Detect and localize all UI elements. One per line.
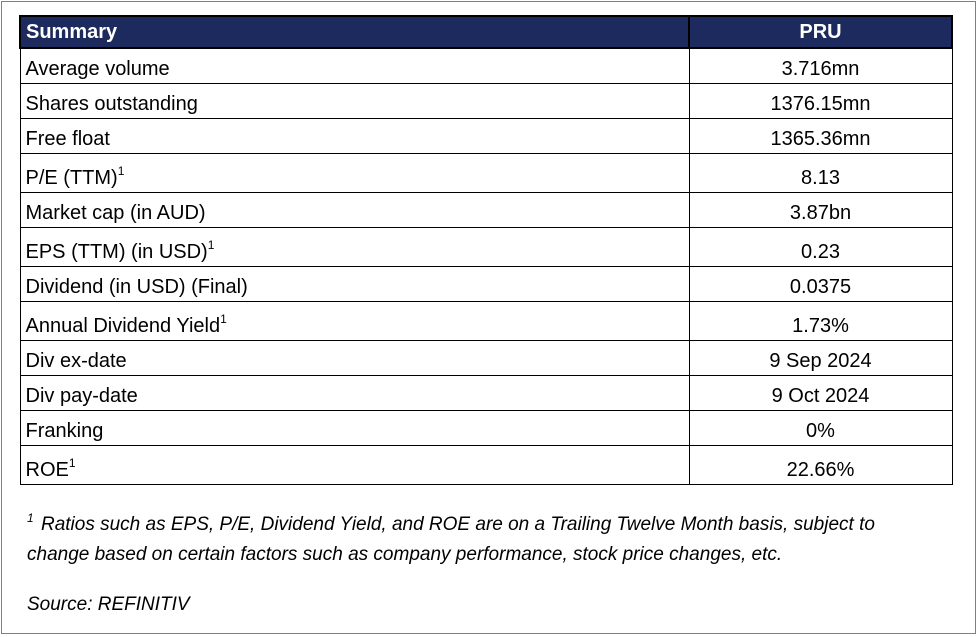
table-row: ROE1 22.66% xyxy=(19,445,953,485)
row-label-text: Div pay-date xyxy=(25,385,138,407)
row-label-text: P/E (TTM) xyxy=(25,167,118,189)
footnote-marker: 1 xyxy=(207,238,215,252)
row-label: EPS (TTM) (in USD)1 xyxy=(19,227,690,267)
row-label-text: Franking xyxy=(25,420,104,442)
footnote-marker: 1 xyxy=(117,164,125,178)
row-label: Annual Dividend Yield1 xyxy=(19,301,690,341)
row-value: 1365.36mn xyxy=(688,118,953,154)
footnote-text-1: Ratios such as EPS, P/E, Dividend Yield,… xyxy=(40,514,875,535)
table-row: Free float 1365.36mn xyxy=(19,118,953,154)
table-header-row: Summary PRU xyxy=(19,15,953,49)
row-value: 22.66% xyxy=(688,445,953,485)
footnote-marker: 1 xyxy=(68,456,76,470)
row-value: 9 Oct 2024 xyxy=(688,375,953,411)
row-label-text: Market cap (in AUD) xyxy=(25,202,206,224)
row-value: 9 Sep 2024 xyxy=(688,340,953,376)
row-label: Dividend (in USD) (Final) xyxy=(19,266,690,302)
row-label-text: Annual Dividend Yield xyxy=(25,315,221,337)
table-row: Average volume 3.716mn xyxy=(19,47,953,84)
row-value: 3.87bn xyxy=(688,192,953,228)
row-label: P/E (TTM)1 xyxy=(19,153,690,193)
row-value: 1376.15mn xyxy=(688,83,953,119)
row-value: 1.73% xyxy=(688,301,953,341)
row-label-text: Free float xyxy=(25,128,110,150)
table-row: Annual Dividend Yield1 1.73% xyxy=(19,301,953,341)
header-ticker: PRU xyxy=(688,15,953,49)
row-value: 3.716mn xyxy=(688,47,953,84)
row-value: 0.0375 xyxy=(688,266,953,302)
row-label-text: EPS (TTM) (in USD) xyxy=(25,241,208,263)
footnote-line-1: 1 Ratios such as EPS, P/E, Dividend Yiel… xyxy=(27,510,957,540)
table-row: Div ex-date 9 Sep 2024 xyxy=(19,340,953,376)
row-label-text: Average volume xyxy=(25,58,170,80)
summary-table: Summary PRU Average volume 3.716mn Share… xyxy=(19,15,953,485)
table-row: Market cap (in AUD) 3.87bn xyxy=(19,192,953,228)
row-label-text: ROE xyxy=(25,459,69,481)
row-label: Average volume xyxy=(19,47,690,84)
row-label-text: Dividend (in USD) (Final) xyxy=(25,276,248,298)
row-value: 0% xyxy=(688,410,953,446)
footnote-line-2: change based on certain factors such as … xyxy=(27,544,783,565)
table-row: Div pay-date 9 Oct 2024 xyxy=(19,375,953,411)
row-label: Div ex-date xyxy=(19,340,690,376)
row-value: 8.13 xyxy=(688,153,953,193)
row-label: Free float xyxy=(19,118,690,154)
row-label-text: Div ex-date xyxy=(25,350,127,372)
table-row: Franking 0% xyxy=(19,410,953,446)
table-row: Dividend (in USD) (Final) 0.0375 xyxy=(19,266,953,302)
row-label: Market cap (in AUD) xyxy=(19,192,690,228)
table-row: P/E (TTM)1 8.13 xyxy=(19,153,953,193)
source-note: Source: REFINITIV xyxy=(27,594,190,615)
header-label: Summary xyxy=(19,15,690,49)
footnote-marker: 1 xyxy=(27,511,34,525)
footnote-marker: 1 xyxy=(220,312,227,326)
row-value: 0.23 xyxy=(688,227,953,267)
row-label: Div pay-date xyxy=(19,375,690,411)
row-label: ROE1 xyxy=(19,445,690,485)
footnote: 1 Ratios such as EPS, P/E, Dividend Yiel… xyxy=(27,510,957,570)
row-label-text: Shares outstanding xyxy=(25,93,198,115)
row-label: Shares outstanding xyxy=(19,83,690,119)
row-label: Franking xyxy=(19,410,690,446)
table-row: Shares outstanding 1376.15mn xyxy=(19,83,953,119)
table-row: EPS (TTM) (in USD)1 0.23 xyxy=(19,227,953,267)
